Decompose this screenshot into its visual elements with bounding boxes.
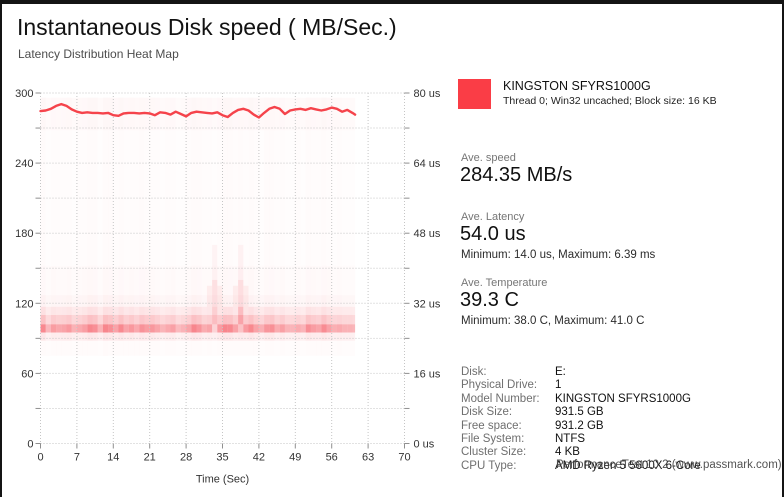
svg-text:63: 63 — [362, 452, 374, 464]
window-top-border — [0, 0, 784, 4]
svg-text:0 us: 0 us — [414, 439, 435, 451]
info-row: Disk Size: 931.5 GB — [461, 406, 701, 419]
info-value: KINGSTON SFYRS1000G — [555, 392, 691, 405]
speed-line — [39, 102, 357, 119]
heatmap-layer — [40, 97, 356, 341]
info-label: Physical Drive: — [461, 379, 538, 392]
axis-labels: 0 60 120 180 240 300 0 us 16 us 32 us 48 us 64 us 8… — [15, 88, 441, 486]
info-value: 4 KB — [555, 446, 580, 459]
svg-text:64 us: 64 us — [414, 158, 441, 170]
info-label: Free space: — [461, 419, 522, 432]
info-table: Disk: E: Physical Drive: 1 Model Number: KING… — [461, 366, 701, 473]
info-value: NTFS — [555, 433, 586, 446]
svg-text:240: 240 — [15, 158, 33, 170]
svg-text:42: 42 — [253, 452, 265, 464]
info-row: Disk: E: — [461, 366, 701, 379]
info-row: File System: NTFS — [461, 433, 701, 446]
info-label: Disk: — [461, 366, 487, 378]
legend-device-name: KINGSTON SFYRS1000G — [503, 79, 651, 93]
info-label: Model Number: — [461, 392, 540, 405]
svg-text:35: 35 — [216, 452, 228, 464]
watermark-text: PerformanceTest 10.2 (www.passmark.com) — [556, 459, 782, 471]
info-value: 931.2 GB — [555, 419, 604, 432]
svg-text:180: 180 — [15, 228, 33, 240]
svg-text:7: 7 — [74, 452, 80, 464]
info-row: Free space: 931.2 GB — [461, 420, 701, 433]
info-value: AMD Ryzen 5 5600X 6-Core — [555, 459, 701, 472]
ave-latency-label: Ave. Latency — [461, 211, 525, 223]
ave-temperature-label: Ave. Temperature — [461, 277, 548, 289]
info-value: E: — [555, 366, 566, 378]
svg-text:60: 60 — [21, 368, 33, 380]
svg-text:14: 14 — [107, 452, 119, 464]
svg-text:0: 0 — [37, 452, 43, 464]
grid-layer — [40, 92, 405, 444]
info-value: 931.5 GB — [555, 406, 604, 419]
ave-latency-value: 54.0 us — [460, 223, 526, 245]
svg-text:120: 120 — [15, 298, 33, 310]
info-row: Cluster Size: 4 KB — [461, 446, 701, 459]
svg-text:49: 49 — [289, 452, 301, 464]
info-label: File System: — [461, 433, 525, 446]
svg-text:28: 28 — [180, 452, 192, 464]
svg-text:70: 70 — [398, 452, 410, 464]
legend-thread-detail: Thread 0; Win32 uncached; Block size: 16… — [503, 95, 717, 107]
info-row: Model Number: KINGSTON SFYRS1000G — [461, 393, 701, 406]
svg-text:21: 21 — [144, 452, 156, 464]
temperature-minmax: Minimum: 38.0 C, Maximum: 41.0 C — [461, 315, 645, 327]
svg-text:32 us: 32 us — [414, 298, 441, 310]
info-label: CPU Type: — [461, 459, 517, 472]
x-axis-title: Time (Sec) — [196, 474, 249, 486]
tick-marks — [35, 92, 410, 449]
info-row: Physical Drive: 1 — [461, 379, 701, 392]
ave-speed-value: 284.35 MB/s — [460, 164, 573, 186]
window-left-border — [0, 0, 2, 497]
svg-text:80 us: 80 us — [414, 88, 441, 100]
info-label: Cluster Size: — [461, 446, 527, 459]
legend-color-swatch — [458, 79, 491, 109]
svg-text:16 us: 16 us — [414, 368, 441, 380]
window-right-border — [782, 0, 784, 497]
info-value: 1 — [555, 379, 562, 392]
latency-minmax: Minimum: 14.0 us, Maximum: 6.39 ms — [461, 249, 656, 261]
ave-speed-label: Ave. speed — [461, 152, 516, 164]
svg-text:0: 0 — [27, 439, 33, 451]
page-subtitle: Latency Distribution Heat Map — [18, 47, 179, 61]
svg-text:56: 56 — [326, 452, 338, 464]
svg-text:48 us: 48 us — [414, 228, 441, 240]
info-label: Disk Size: — [461, 406, 513, 419]
right-panel: KINGSTON SFYRS1000G Thread 0; Win32 unca… — [455, 70, 782, 495]
ave-temperature-value: 39.3 C — [460, 289, 519, 311]
page-title: Instantaneous Disk speed ( MB/Sec.) — [17, 14, 397, 40]
info-row: CPU Type: AMD Ryzen 5 5600X 6-Core — [461, 460, 701, 473]
svg-text:300: 300 — [15, 88, 33, 100]
